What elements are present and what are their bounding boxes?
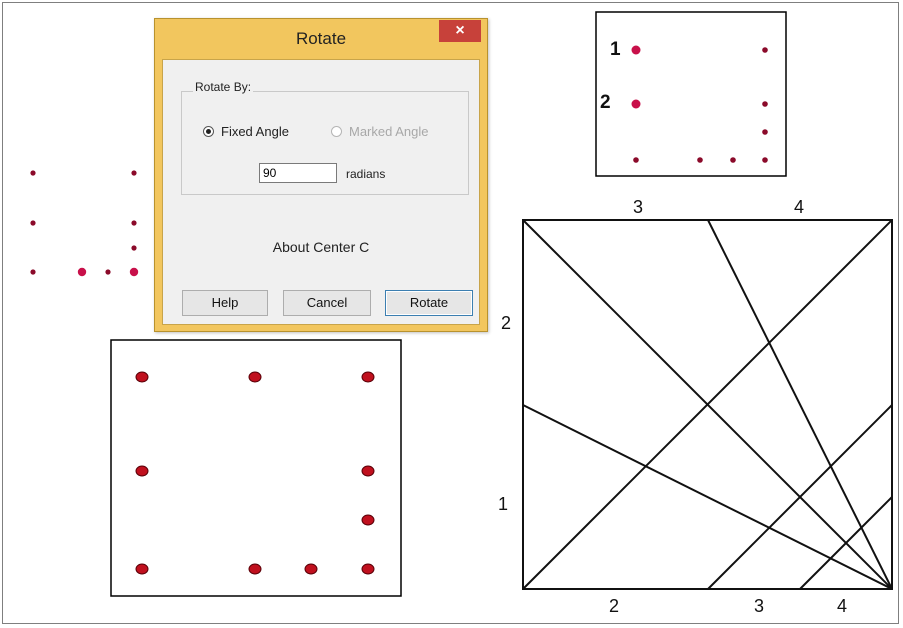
bottom-left-figure: [110, 339, 402, 597]
bottom-label-3: 3: [754, 596, 765, 616]
bottom-label-2: 2: [609, 596, 620, 616]
marked-angle-radio[interactable]: Marked Angle: [331, 124, 429, 139]
point: [762, 101, 768, 107]
line: [707, 404, 893, 590]
point-label-2: 2: [600, 92, 611, 113]
point: [361, 371, 375, 383]
point-label-1: 1: [610, 39, 621, 60]
point: [129, 267, 139, 277]
marked-angle-label: Marked Angle: [349, 124, 429, 139]
dialog-body: Rotate By: Fixed Angle Marked Angle radi…: [162, 59, 480, 325]
point: [135, 371, 149, 383]
close-button[interactable]: ×: [439, 20, 481, 42]
point: [762, 47, 768, 53]
point: [135, 563, 149, 575]
line: [707, 219, 893, 590]
rotate-by-group: [181, 91, 469, 195]
left-label-1: 1: [498, 494, 509, 514]
point: [304, 563, 318, 575]
group-title: Rotate By:: [193, 80, 254, 94]
point: [77, 267, 87, 277]
left-label-2: 2: [501, 313, 512, 333]
units-label: radians: [346, 167, 386, 181]
point: [131, 220, 137, 226]
square-outline: [522, 219, 893, 590]
dialog-title[interactable]: Rotate: [295, 29, 347, 48]
rotate-dialog: Rotate × Rotate By: Fixed Angle Marked A…: [154, 18, 488, 332]
left-dot-pattern: [30, 170, 139, 277]
point: [135, 465, 149, 477]
radio-selected-icon: [203, 126, 214, 137]
top-label-3: 3: [633, 197, 644, 217]
point: [131, 170, 137, 176]
line: [522, 404, 893, 590]
fixed-angle-label: Fixed Angle: [221, 124, 289, 139]
point: [30, 269, 36, 275]
square-figure: [522, 219, 893, 590]
line: [799, 496, 893, 590]
bottom-label-4: 4: [837, 596, 848, 616]
about-center-text: About Center C: [272, 239, 370, 255]
line: [522, 219, 893, 590]
rotate-button[interactable]: Rotate: [385, 290, 473, 316]
point: [762, 157, 768, 163]
point: [105, 269, 111, 275]
point: [131, 245, 137, 251]
top-right-figure: [595, 11, 787, 177]
help-button[interactable]: Help: [182, 290, 268, 316]
point: [248, 371, 262, 383]
point: [361, 514, 375, 526]
cancel-button[interactable]: Cancel: [283, 290, 371, 316]
point: [30, 220, 36, 226]
point: [762, 129, 768, 135]
point: [30, 170, 36, 176]
point: [697, 157, 703, 163]
point: [361, 563, 375, 575]
point: [730, 157, 736, 163]
fixed-angle-radio[interactable]: Fixed Angle: [203, 124, 289, 139]
point: [248, 563, 262, 575]
point-1: [631, 45, 641, 55]
radio-unselected-icon: [331, 126, 342, 137]
point: [633, 157, 639, 163]
angle-input[interactable]: [259, 163, 337, 183]
point-2: [631, 99, 641, 109]
top-label-4: 4: [794, 197, 805, 217]
point: [361, 465, 375, 477]
